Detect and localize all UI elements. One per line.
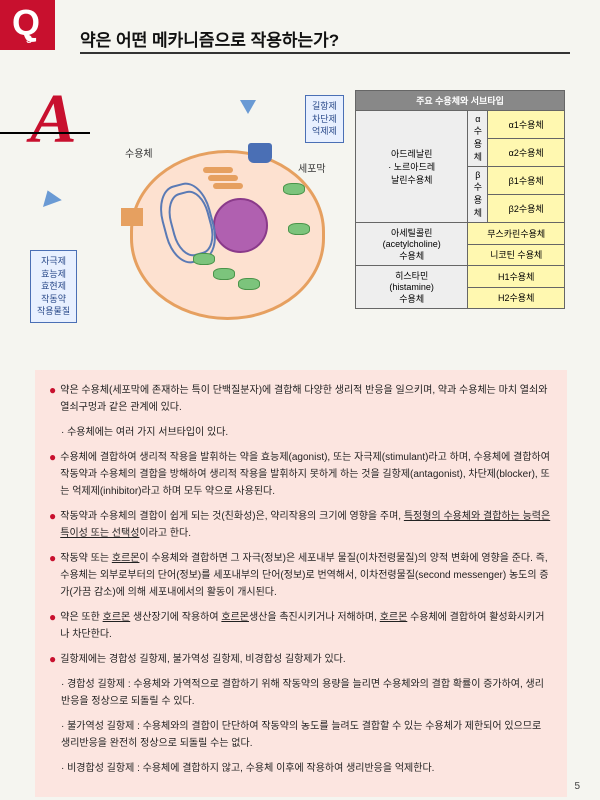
table-cell: 무스카린수용체 [468, 223, 565, 245]
title-underline [80, 52, 570, 54]
table-cell: 니코틴 수용체 [468, 244, 565, 266]
table-cell: β1수용체 [488, 167, 565, 195]
membrane-label: 세포막 [298, 160, 326, 175]
ligand-icon [240, 100, 256, 114]
table-cell: α 수 용 체 [468, 111, 488, 167]
table-cell: 히스타민 (histamine) 수용체 [356, 266, 468, 309]
golgi-icon [213, 183, 243, 189]
table-cell: 아세틸콜린 (acetylcholine) 수용체 [356, 223, 468, 266]
golgi-icon [203, 167, 233, 173]
paragraph: 작동약 또는 호르몬이 수용체와 결합하면 그 자극(정보)은 세포내부 물질(… [60, 550, 553, 601]
receptor-table: 주요 수용체와 서브타입 아드레날린 · 노르아드레 날린수용체 α 수 용 체… [355, 90, 565, 309]
paragraph-sub: · 수용체에는 여러 가지 서브타입이 있다. [61, 424, 553, 441]
mito-icon [238, 278, 260, 290]
table-header: 주요 수용체와 서브타입 [356, 91, 565, 111]
receptor-label: 수용체 [125, 145, 153, 160]
bullet-icon: ● [49, 651, 56, 668]
table-cell: H1수용체 [468, 266, 565, 288]
paragraph: 길항제에는 경합성 길항제, 불가역성 길항제, 비경합성 길항제가 있다. [60, 651, 345, 668]
page-number: 5 [574, 781, 580, 792]
page-title: 약은 어떤 메카니즘으로 작용하는가? [80, 26, 339, 51]
paragraph: 약은 또한 호르몬 생산장기에 작용하여 호르몬생산을 촉진시키거나 저해하며,… [60, 609, 553, 643]
bullet-icon: ● [49, 550, 56, 601]
stimulant-icon [38, 187, 62, 207]
paragraph-sub: · 경합성 길항제 : 수용체와 가역적으로 결합하기 위해 작동약의 용량을 … [61, 676, 553, 710]
q-badge: Q 3 [0, 0, 55, 50]
a-line [0, 132, 90, 134]
table-cell: 아드레날린 · 노르아드레 날린수용체 [356, 111, 468, 223]
mito-icon [283, 183, 305, 195]
receptor-icon [248, 143, 272, 163]
table-cell: β 수 용 체 [468, 167, 488, 223]
stimulant-label-box: 자극제 효능제 효현제 작동약 작용물질 [30, 250, 77, 323]
paragraph: 작동약과 수용체의 결합이 쉽게 되는 것(친화성)은, 약리작용의 크기에 영… [60, 508, 553, 542]
bullet-icon: ● [49, 449, 56, 500]
a-letter: A [30, 80, 77, 160]
paragraph: 약은 수용체(세포막에 존재하는 특이 단백질분자)에 결합해 다양한 생리적 … [60, 382, 553, 416]
cell-diagram [100, 90, 340, 340]
table-cell: α2수용체 [488, 139, 565, 167]
bullet-icon: ● [49, 382, 56, 416]
bullet-icon: ● [49, 508, 56, 542]
mito-icon [193, 253, 215, 265]
nucleus-icon [213, 198, 268, 253]
table-cell: β2수용체 [488, 195, 565, 223]
mito-icon [213, 268, 235, 280]
q-number: 3 [26, 34, 32, 46]
antagonist-label-box: 길항제 차단제 억제제 [305, 95, 344, 143]
receptor-icon [121, 208, 143, 226]
mito-icon [288, 223, 310, 235]
paragraph-sub: · 비경합성 길항제 : 수용체에 결합하지 않고, 수용체 이후에 작용하여 … [61, 760, 553, 777]
paragraph: 수용체에 결합하여 생리적 작용을 발휘하는 약을 효능제(agonist), … [60, 449, 553, 500]
table-cell: H2수용체 [468, 287, 565, 309]
table-cell: α1수용체 [488, 111, 565, 139]
golgi-icon [208, 175, 238, 181]
content-panel: ●약은 수용체(세포막에 존재하는 특이 단백질분자)에 결합해 다양한 생리적… [35, 370, 567, 797]
bullet-icon: ● [49, 609, 56, 643]
paragraph-sub: · 불가역성 길항제 : 수용체와의 결합이 단단하여 작동약의 농도를 늘려도… [61, 718, 553, 752]
cell-body [130, 150, 325, 320]
